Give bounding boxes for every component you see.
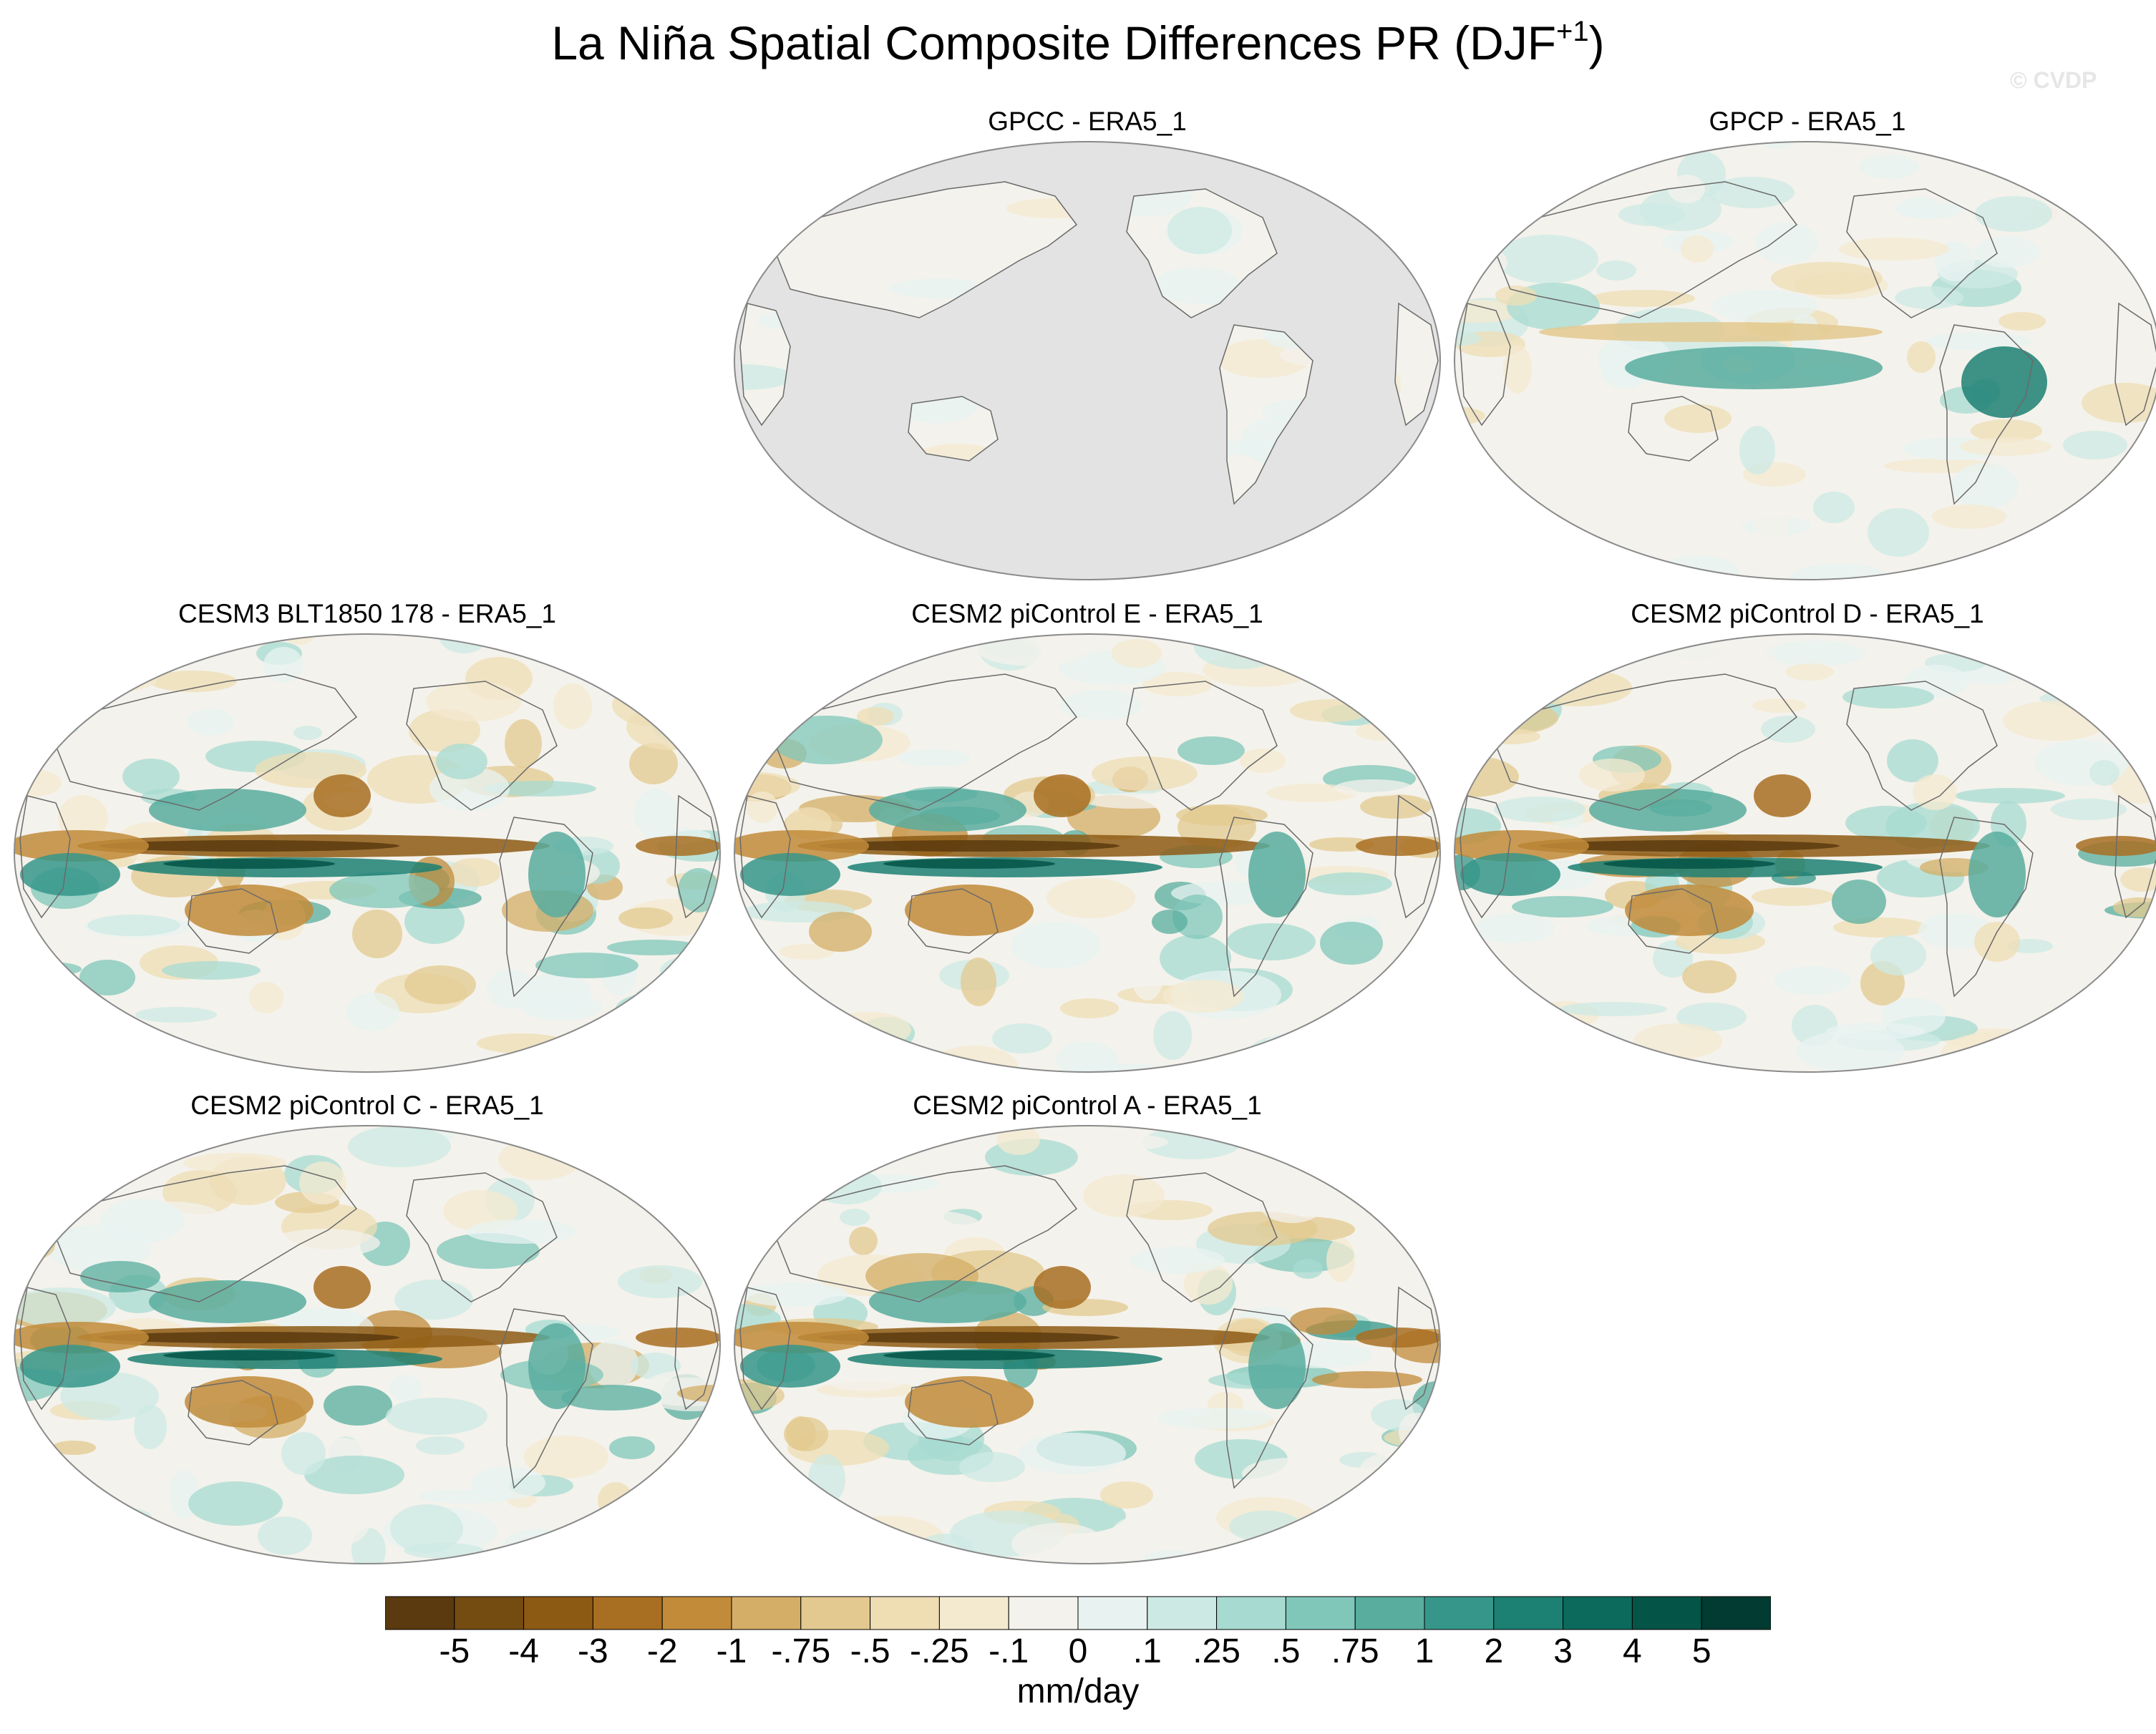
map-panel-gpcc: GPCC - ERA5_1 [733, 106, 1442, 593]
colorbar-tick-label: -3 [578, 1632, 608, 1670]
colorbar-tick-label: .25 [1193, 1632, 1240, 1670]
colorbar-units: mm/day [1016, 1672, 1140, 1710]
map-field [1454, 141, 2156, 580]
map-panel-cesm3-blt1850: CESM3 BLT1850 178 - ERA5_1 [13, 598, 722, 1085]
panel-title: CESM2 piControl A - ERA5_1 [913, 1091, 1262, 1120]
map-panel-cesm2-picontrol-e: CESM2 piControl E - ERA5_1 [733, 598, 1442, 1085]
colorbar-swatch [454, 1596, 525, 1630]
colorbar-swatch [1701, 1596, 1771, 1630]
colorbar-swatches [385, 1596, 1771, 1630]
colorbar-tick-label: 1 [1414, 1632, 1434, 1670]
colorbar-tick-label: 0 [1068, 1632, 1088, 1670]
colorbar-swatch [870, 1596, 940, 1630]
colorbar-tick-label: 5 [1691, 1632, 1711, 1670]
colorbar-labels: -5 -4 -3 -2 -1 -.75 -.5 -.25 -.1 0 .1 .25 .5 .75 1 2 3 4 5 [385, 1632, 1771, 1675]
colorbar-swatch [938, 1596, 1009, 1630]
panel-title: CESM3 BLT1850 178 - ERA5_1 [178, 599, 556, 628]
colorbar-swatch [731, 1596, 802, 1630]
map-field [734, 141, 1441, 580]
colorbar [385, 1596, 1771, 1630]
colorbar-tick-label: -2 [646, 1632, 678, 1670]
map-field [734, 1125, 1441, 1564]
colorbar-tick-label: -4 [508, 1632, 539, 1670]
panel-title: CESM2 piControl E - ERA5_1 [911, 599, 1263, 628]
map-field [14, 633, 721, 1073]
colorbar-swatch [1424, 1596, 1495, 1630]
map-panel-cesm2-picontrol-a: CESM2 piControl A - ERA5_1 [733, 1090, 1442, 1577]
colorbar-swatch [592, 1596, 663, 1630]
colorbar-swatch [523, 1596, 593, 1630]
colorbar-swatch [1285, 1596, 1356, 1630]
figure-title: La Niña Spatial Composite Differences PR… [551, 16, 1605, 69]
panel-title: GPCP - ERA5_1 [1709, 107, 1906, 136]
map-field [734, 633, 1441, 1073]
colorbar-swatch [800, 1596, 871, 1630]
colorbar-swatch [1077, 1596, 1148, 1630]
panel-title: CESM2 piControl C - ERA5_1 [190, 1091, 544, 1120]
map-panel-cesm2-picontrol-c: CESM2 piControl C - ERA5_1 [13, 1090, 722, 1577]
colorbar-swatch [1008, 1596, 1079, 1630]
colorbar-swatch [385, 1596, 455, 1630]
colorbar-tick-label: 2 [1484, 1632, 1504, 1670]
colorbar-tick-label: .75 [1331, 1632, 1379, 1670]
colorbar-tick-label: 3 [1553, 1632, 1573, 1670]
colorbar-tick-label: -.5 [850, 1632, 890, 1670]
colorbar-tick-label: -5 [439, 1632, 470, 1670]
colorbar-swatch [661, 1596, 732, 1630]
map-panel-cesm2-picontrol-d: CESM2 piControl D - ERA5_1 [1453, 598, 2156, 1085]
colorbar-swatch [1147, 1596, 1218, 1630]
colorbar-tick-label: 4 [1623, 1632, 1642, 1670]
colorbar-swatch [1563, 1596, 1633, 1630]
map-panel-gpcp: GPCP - ERA5_1 [1453, 106, 2156, 593]
colorbar-tick-label: .1 [1132, 1632, 1162, 1670]
colorbar-swatch [1493, 1596, 1564, 1630]
watermark: © CVDP [2010, 67, 2097, 93]
panel-title: CESM2 piControl D - ERA5_1 [1631, 599, 1984, 628]
colorbar-tick-label: -1 [716, 1632, 747, 1670]
colorbar-tick-label: .5 [1271, 1632, 1301, 1670]
map-field [14, 1125, 721, 1564]
colorbar-swatch [1631, 1596, 1702, 1630]
colorbar-tick-label: -.25 [910, 1632, 969, 1670]
colorbar-swatch [1216, 1596, 1286, 1630]
map-field [1454, 633, 2156, 1073]
colorbar-tick-label: -.75 [771, 1632, 831, 1670]
colorbar-swatch [1354, 1596, 1425, 1630]
colorbar-tick-label: -.1 [989, 1632, 1029, 1670]
panel-title: GPCC - ERA5_1 [988, 107, 1187, 136]
